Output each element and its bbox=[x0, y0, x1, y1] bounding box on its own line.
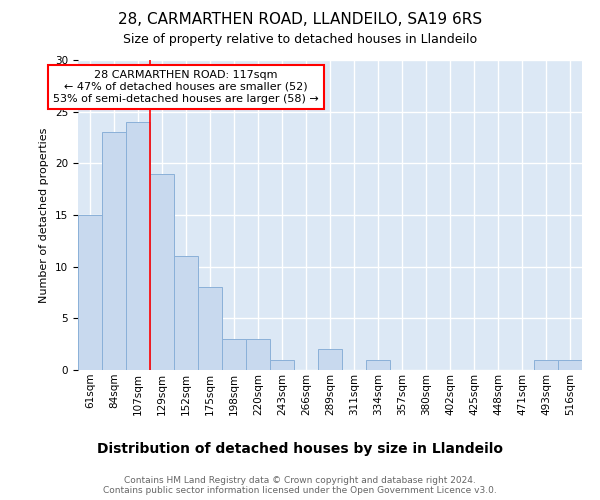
Text: Distribution of detached houses by size in Llandeilo: Distribution of detached houses by size … bbox=[97, 442, 503, 456]
Bar bbox=[78, 215, 102, 370]
Text: Contains HM Land Registry data © Crown copyright and database right 2024.
Contai: Contains HM Land Registry data © Crown c… bbox=[103, 476, 497, 495]
Bar bbox=[198, 288, 222, 370]
Bar bbox=[126, 122, 150, 370]
Bar bbox=[318, 350, 342, 370]
Bar bbox=[222, 339, 246, 370]
Text: 28, CARMARTHEN ROAD, LLANDEILO, SA19 6RS: 28, CARMARTHEN ROAD, LLANDEILO, SA19 6RS bbox=[118, 12, 482, 28]
Bar bbox=[150, 174, 174, 370]
Bar bbox=[558, 360, 582, 370]
Text: 28 CARMARTHEN ROAD: 117sqm
← 47% of detached houses are smaller (52)
53% of semi: 28 CARMARTHEN ROAD: 117sqm ← 47% of deta… bbox=[53, 70, 319, 104]
Bar bbox=[102, 132, 126, 370]
Bar bbox=[270, 360, 294, 370]
Bar bbox=[246, 339, 270, 370]
Y-axis label: Number of detached properties: Number of detached properties bbox=[40, 128, 49, 302]
Bar bbox=[534, 360, 558, 370]
Text: Size of property relative to detached houses in Llandeilo: Size of property relative to detached ho… bbox=[123, 32, 477, 46]
Bar bbox=[174, 256, 198, 370]
Bar bbox=[366, 360, 390, 370]
